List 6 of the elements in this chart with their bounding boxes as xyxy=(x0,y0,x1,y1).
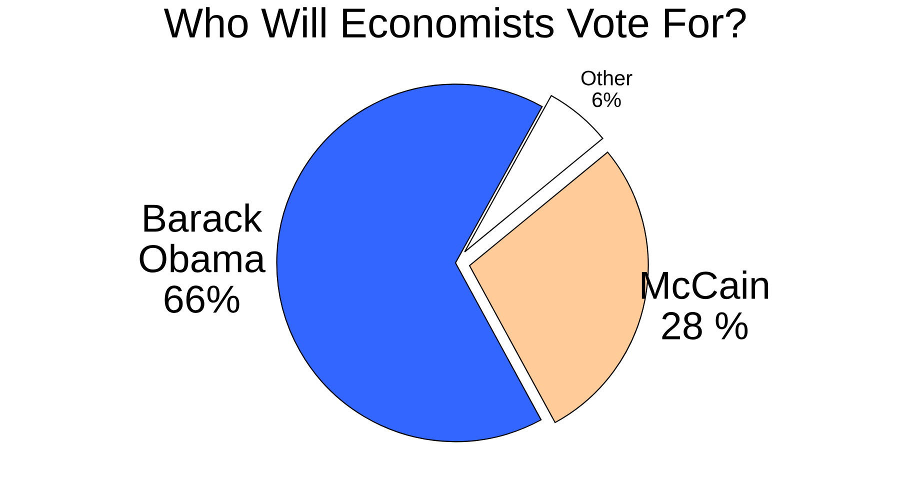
slice-label: Barack Obama xyxy=(140,203,266,272)
chart-title: Who Will Economists Vote For? xyxy=(164,7,746,38)
data-label: 28 % xyxy=(662,312,748,340)
data-label: 66% xyxy=(164,285,240,313)
slice-label: Other xyxy=(581,70,632,86)
data-label: 6% xyxy=(592,92,621,108)
